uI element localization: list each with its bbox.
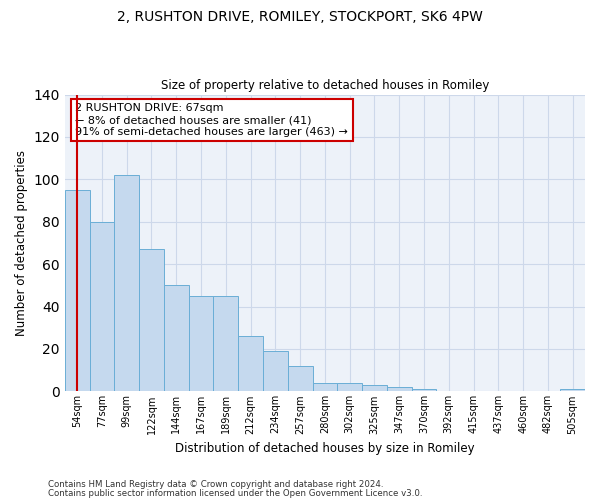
Bar <box>89 222 115 392</box>
Y-axis label: Number of detached properties: Number of detached properties <box>15 150 28 336</box>
Bar <box>188 296 214 392</box>
Bar <box>313 383 337 392</box>
Bar <box>214 296 238 392</box>
Bar <box>139 250 164 392</box>
Text: Contains public sector information licensed under the Open Government Licence v3: Contains public sector information licen… <box>48 488 422 498</box>
Bar <box>288 366 313 392</box>
Text: 2 RUSHTON DRIVE: 67sqm
← 8% of detached houses are smaller (41)
91% of semi-deta: 2 RUSHTON DRIVE: 67sqm ← 8% of detached … <box>75 104 348 136</box>
Bar <box>337 383 362 392</box>
X-axis label: Distribution of detached houses by size in Romiley: Distribution of detached houses by size … <box>175 442 475 455</box>
Bar <box>164 286 188 392</box>
Bar <box>263 351 288 392</box>
Bar <box>387 387 412 392</box>
Text: Contains HM Land Registry data © Crown copyright and database right 2024.: Contains HM Land Registry data © Crown c… <box>48 480 383 489</box>
Bar <box>412 390 436 392</box>
Title: Size of property relative to detached houses in Romiley: Size of property relative to detached ho… <box>161 79 489 92</box>
Bar <box>115 175 139 392</box>
Bar <box>65 190 89 392</box>
Text: 2, RUSHTON DRIVE, ROMILEY, STOCKPORT, SK6 4PW: 2, RUSHTON DRIVE, ROMILEY, STOCKPORT, SK… <box>117 10 483 24</box>
Bar <box>238 336 263 392</box>
Bar <box>560 390 585 392</box>
Bar <box>362 385 387 392</box>
